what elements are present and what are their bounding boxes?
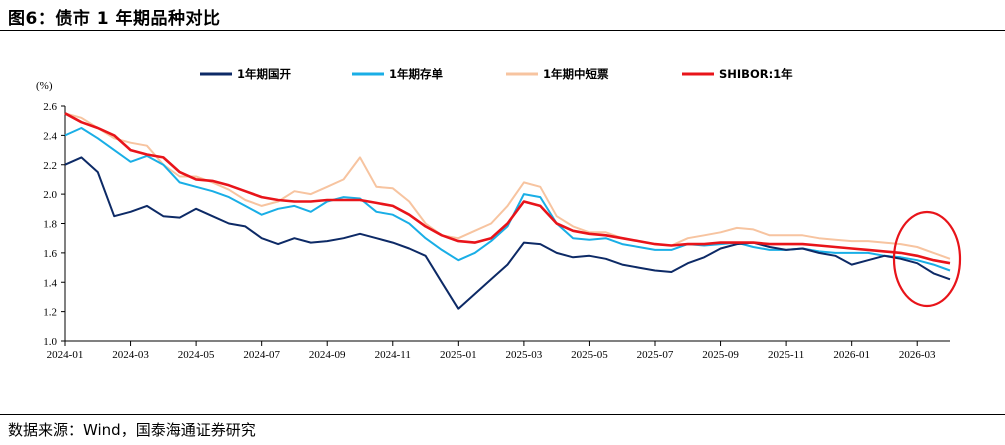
legend: 1年期国开 1年期存单 1年期中短票 SHIBOR:1年 [200, 67, 793, 81]
y-tick-label: 2.2 [43, 160, 57, 172]
title-rule [0, 30, 1005, 31]
series-layer [64, 112, 951, 310]
y-axis: 1.0 1.2 1.4 1.6 1.8 2.0 2.2 2.4 2.6 [43, 101, 66, 348]
series-line-kaikai [64, 156, 951, 310]
y-tick-label: 1.6 [43, 248, 57, 260]
y-axis-unit-label: (%) [36, 80, 53, 92]
legend-label: 1年期国开 [237, 67, 292, 81]
x-tick-label: 2024-03 [112, 349, 149, 361]
x-axis: 2024-01 2024-03 2024-05 2024-07 2024-09 2024-… [47, 340, 950, 361]
source-note: 数据来源：Wind，国泰海通证券研究 [8, 421, 256, 439]
series-line-shibor [64, 112, 951, 265]
x-tick-label: 2025-05 [571, 349, 608, 361]
y-tick-label: 1.2 [43, 307, 57, 319]
y-tick-label: 1.8 [43, 219, 57, 231]
y-tick-label: 1.4 [43, 277, 57, 289]
legend-label: SHIBOR:1年 [719, 67, 793, 81]
x-tick-label: 2024-05 [178, 349, 215, 361]
figure-title: 图6：债市 1 年期品种对比 [8, 9, 221, 29]
series-line-duanrong [64, 112, 951, 260]
highlight-ellipse [892, 210, 962, 308]
series-line-cunchan [64, 127, 951, 272]
x-tick-label: 2024-07 [243, 349, 280, 361]
x-tick-label: 2025-07 [637, 349, 674, 361]
legend-label: 1年期中短票 [543, 67, 609, 81]
legend-label: 1年期存单 [389, 67, 444, 81]
x-tick-label: 2026-01 [833, 349, 870, 361]
x-tick-label: 2025-03 [506, 349, 543, 361]
bottom-rule [0, 414, 1005, 415]
y-tick-label: 2.4 [43, 130, 57, 142]
x-tick-label: 2025-09 [702, 349, 739, 361]
x-tick-label: 2025-11 [768, 349, 804, 361]
y-tick-label: 1.0 [43, 336, 57, 348]
y-tick-label: 2.0 [43, 189, 57, 201]
x-tick-label: 2026-03 [899, 349, 936, 361]
x-tick-label: 2024-01 [47, 349, 84, 361]
x-tick-label: 2024-11 [375, 349, 411, 361]
y-tick-label: 2.6 [43, 101, 57, 113]
x-tick-label: 2024-09 [309, 349, 346, 361]
x-tick-label: 2025-01 [440, 349, 477, 361]
